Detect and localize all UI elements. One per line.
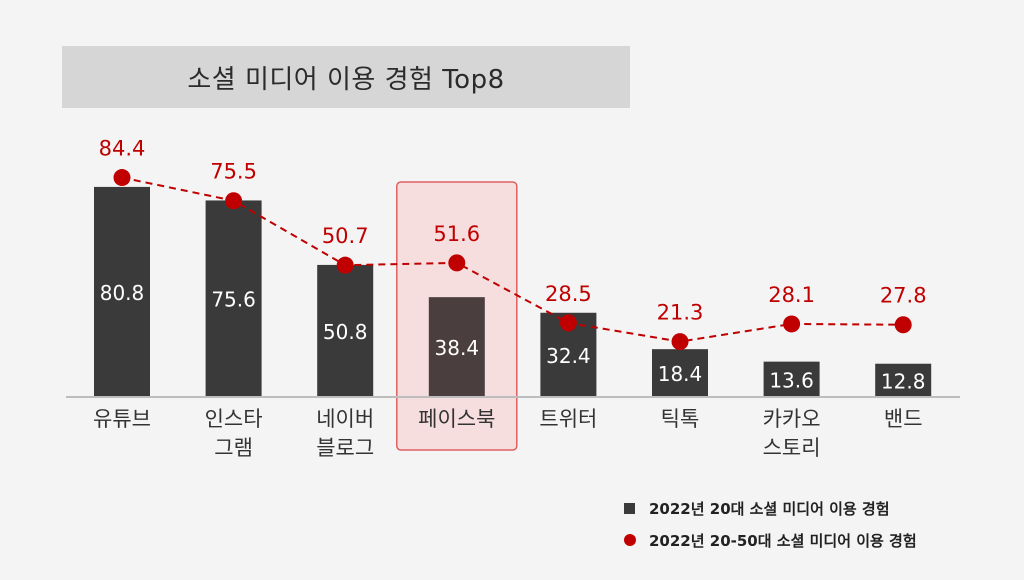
- bar: [94, 186, 150, 397]
- line-value-label: 21.3: [657, 301, 704, 325]
- category-label: 트위터: [539, 407, 597, 431]
- bar-value-label: 38.4: [435, 336, 480, 360]
- category-label: 틱톡: [661, 407, 700, 431]
- legend-circle-marker: [624, 534, 636, 546]
- line-value-label: 75.5: [210, 160, 257, 184]
- line-point: [559, 314, 577, 332]
- bar-value-label: 75.6: [211, 288, 256, 312]
- category-label: 페이스북: [418, 407, 495, 431]
- bar-value-label: 32.4: [546, 344, 591, 368]
- chart-title-box: 소셜 미디어 이용 경험 Top8: [62, 46, 630, 108]
- bar: [763, 361, 820, 397]
- category-label: 카카오: [763, 407, 821, 431]
- category-label: 인스타: [205, 407, 263, 431]
- category-label: 밴드: [884, 407, 923, 431]
- category-label: 스토리: [763, 436, 821, 460]
- line-series-path: [121, 176, 904, 343]
- line-value-label: 51.6: [433, 222, 480, 246]
- line-point: [448, 254, 466, 272]
- line-point: [894, 316, 912, 334]
- bar: [428, 297, 485, 397]
- bar-value-label: 50.8: [323, 320, 368, 344]
- category-label: 그램: [214, 436, 253, 460]
- category-label: 블로그: [316, 436, 374, 460]
- legend-label-bar: 2022년 20대 소셜 미디어 이용 경험: [649, 499, 890, 518]
- line-point: [336, 256, 354, 274]
- bar-value-label: 12.8: [881, 369, 926, 393]
- legend-item-bar: 2022년 20대 소셜 미디어 이용 경험: [624, 492, 917, 524]
- category-label: 네이버: [316, 407, 374, 431]
- legend: 2022년 20대 소셜 미디어 이용 경험 2022년 20-50대 소셜 미…: [624, 492, 917, 556]
- legend-item-line: 2022년 20-50대 소셜 미디어 이용 경험: [624, 524, 917, 556]
- category-label: 유튜브: [93, 407, 151, 431]
- chart-title: 소셜 미디어 이용 경험 Top8: [187, 64, 505, 95]
- bar-value-label: 80.8: [100, 281, 145, 305]
- line-point: [671, 333, 689, 351]
- bar: [875, 363, 932, 397]
- line-value-label: 50.7: [322, 224, 369, 248]
- bar: [205, 200, 262, 397]
- bar-value-label: 18.4: [658, 362, 703, 386]
- line-value-label: 28.1: [768, 283, 815, 307]
- legend-square-marker: [624, 502, 635, 514]
- line-point: [113, 169, 131, 187]
- line-value-label: 84.4: [99, 137, 146, 161]
- bar: [317, 264, 374, 397]
- bar: [652, 349, 708, 397]
- bar-value-label: 13.6: [769, 368, 814, 392]
- line-point: [783, 315, 801, 333]
- line-point: [225, 192, 243, 210]
- legend-label-line: 2022년 20-50대 소셜 미디어 이용 경험: [649, 531, 917, 550]
- line-value-label: 28.5: [545, 282, 592, 306]
- line-value-label: 27.8: [880, 284, 927, 308]
